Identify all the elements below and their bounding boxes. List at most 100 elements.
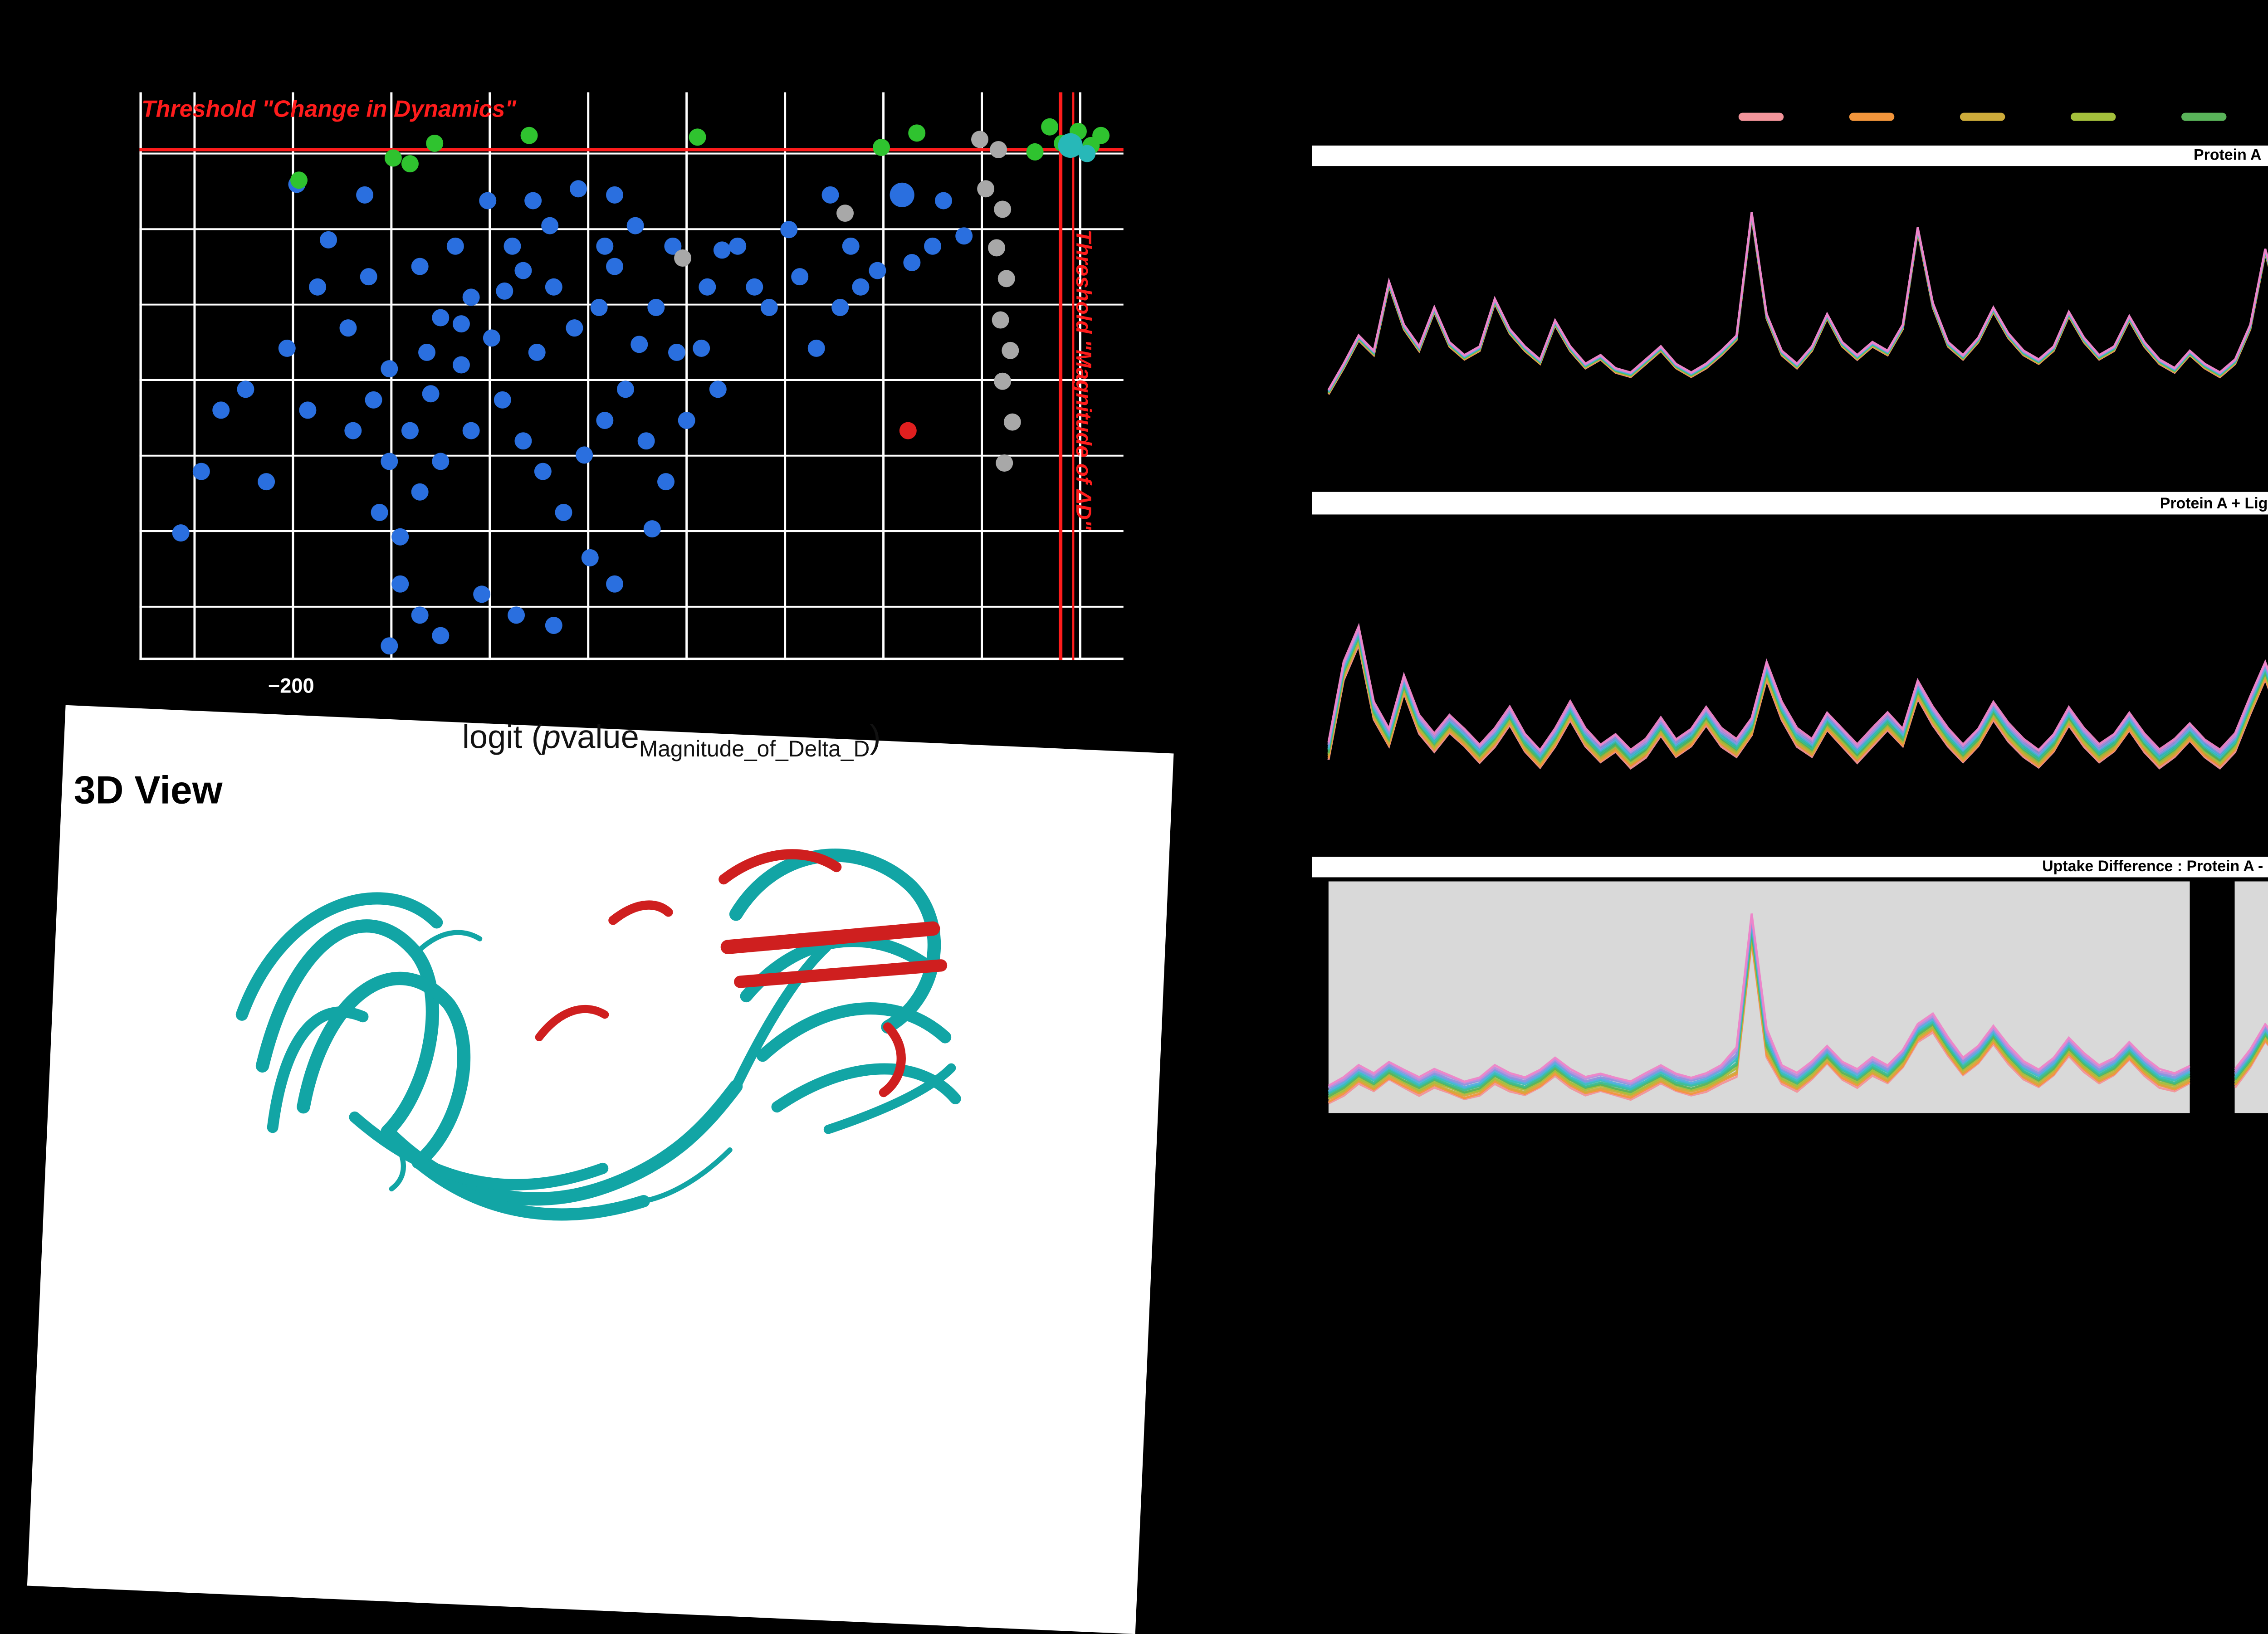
scatter-point-gray[interactable]: [994, 372, 1012, 390]
scatter-point-blue[interactable]: [446, 237, 464, 255]
scatter-point-blue[interactable]: [606, 258, 624, 275]
scatter-point-blue[interactable]: [411, 483, 429, 501]
scatter-point-blue[interactable]: [590, 298, 608, 316]
scatter-point-green[interactable]: [1026, 143, 1044, 161]
scatter-point-blue[interactable]: [514, 262, 532, 279]
scatter-point-gray[interactable]: [971, 131, 988, 148]
scatter-point-blue[interactable]: [869, 262, 886, 279]
scatter-point-gray[interactable]: [996, 454, 1013, 472]
legend-swatch[interactable]: [1738, 112, 1784, 121]
scatter-point-blue[interactable]: [514, 432, 532, 450]
scatter-point-blue[interactable]: [581, 549, 599, 566]
scatter-point-blue[interactable]: [570, 180, 587, 198]
scatter-point-blue[interactable]: [545, 278, 562, 296]
scatter-point-blue[interactable]: [473, 585, 491, 603]
scatter-point-green[interactable]: [290, 171, 308, 189]
scatter-point-blue[interactable]: [401, 422, 419, 439]
scatter-point-gray[interactable]: [1003, 413, 1021, 431]
scatter-point-blue[interactable]: [309, 278, 327, 296]
scatter-point-blue[interactable]: [508, 606, 525, 624]
scatter-point-blue[interactable]: [713, 241, 731, 259]
legend-swatch[interactable]: [1849, 112, 1895, 121]
scatter-point-blue[interactable]: [320, 231, 337, 249]
scatter-point-blue[interactable]: [360, 268, 377, 286]
scatter-point-blue[interactable]: [411, 606, 429, 624]
scatter-point-blue[interactable]: [452, 356, 470, 374]
scatter-point-blue[interactable]: [172, 524, 190, 542]
scatter-point-gray[interactable]: [1002, 341, 1019, 359]
scatter-point-gray[interactable]: [674, 249, 692, 267]
scatter-point-blue[interactable]: [699, 278, 716, 296]
scatter-point-blue[interactable]: [258, 473, 275, 491]
scatter-point-blue[interactable]: [791, 268, 809, 286]
scatter-point-blue[interactable]: [545, 616, 562, 634]
scatter-point-blue[interactable]: [212, 401, 230, 419]
scatter-point-blue[interactable]: [479, 192, 497, 210]
scatter-point-green[interactable]: [908, 124, 926, 142]
scatter-point-blue[interactable]: [391, 528, 409, 546]
scatter-point-blue[interactable]: [566, 319, 583, 337]
scatter-point-blue[interactable]: [643, 520, 661, 538]
scatter-point-gray[interactable]: [997, 270, 1015, 288]
scatter-point-blue[interactable]: [524, 192, 542, 210]
legend-swatch[interactable]: [2181, 112, 2227, 121]
scatter-point-blue[interactable]: [903, 254, 921, 271]
scatter-point-blue[interactable]: [528, 343, 546, 361]
scatter-point-blue[interactable]: [606, 186, 624, 204]
scatter-point-blue[interactable]: [729, 237, 747, 255]
scatter-point-blue[interactable]: [596, 237, 614, 255]
scatter-point-blue[interactable]: [852, 278, 870, 296]
scatter-point-gray[interactable]: [988, 239, 1006, 257]
scatter-point-blue[interactable]: [637, 432, 655, 450]
scatter-point-blue[interactable]: [626, 217, 644, 234]
scatter-point-blue[interactable]: [555, 503, 572, 521]
scatter-point-blue[interactable]: [192, 463, 210, 480]
scatter-point-blue[interactable]: [422, 385, 440, 403]
scatter-point-blue[interactable]: [831, 298, 849, 316]
scatter-point-blue[interactable]: [356, 186, 374, 204]
scatter-point-blue[interactable]: [418, 343, 435, 361]
scatter-point-green[interactable]: [520, 127, 538, 144]
scatter-point-blue[interactable]: [693, 339, 710, 357]
scatter-point-blue[interactable]: [664, 237, 682, 255]
scatter-point-blue[interactable]: [452, 315, 470, 333]
scatter-point-green[interactable]: [426, 134, 444, 152]
legend-swatch[interactable]: [2070, 112, 2116, 121]
scatter-point-green[interactable]: [1092, 127, 1110, 144]
scatter-point-blue[interactable]: [606, 575, 624, 593]
scatter-point-blue[interactable]: [842, 237, 860, 255]
scatter-point-blue[interactable]: [709, 380, 727, 398]
scatter-point-blue[interactable]: [237, 380, 254, 398]
scatter-point-gray[interactable]: [836, 205, 854, 222]
scatter-point-blue[interactable]: [955, 227, 973, 245]
scatter-point-gray[interactable]: [977, 180, 995, 198]
scatter-point-green[interactable]: [401, 155, 419, 173]
scatter-point-blue[interactable]: [935, 192, 952, 210]
scatter-point-blue[interactable]: [381, 360, 398, 378]
scatter-point-blue[interactable]: [411, 258, 429, 275]
scatter-point-blue[interactable]: [678, 412, 695, 429]
scatter-point-blue[interactable]: [496, 282, 513, 300]
scatter-point-blue[interactable]: [760, 298, 778, 316]
scatter-point-blue[interactable]: [391, 575, 409, 593]
scatter-point-blue[interactable]: [657, 473, 675, 491]
scatter-point-gray[interactable]: [990, 141, 1007, 158]
scatter-point-blue[interactable]: [483, 329, 500, 347]
scatter-point-blue[interactable]: [503, 237, 521, 255]
scatter-point-blue[interactable]: [462, 288, 480, 306]
scatter-point-blue[interactable]: [616, 380, 634, 398]
scatter-point-blue[interactable]: [381, 453, 398, 470]
scatter-point-gray[interactable]: [992, 311, 1009, 329]
scatter-point-blue[interactable]: [344, 422, 362, 439]
scatter-point-red[interactable]: [899, 422, 917, 439]
scatter-point-green[interactable]: [1041, 118, 1059, 136]
scatter-point-teal[interactable]: [1058, 133, 1083, 158]
scatter-point-blue[interactable]: [924, 237, 942, 255]
scatter-point-blue[interactable]: [821, 186, 839, 204]
scatter-point-green[interactable]: [384, 149, 402, 167]
scatter-point-blue[interactable]: [494, 391, 511, 409]
scatter-point-blue[interactable]: [807, 339, 825, 357]
scatter-point-gray[interactable]: [994, 200, 1012, 218]
scatter-point-blue[interactable]: [746, 278, 763, 296]
scatter-point-blue[interactable]: [668, 343, 685, 361]
